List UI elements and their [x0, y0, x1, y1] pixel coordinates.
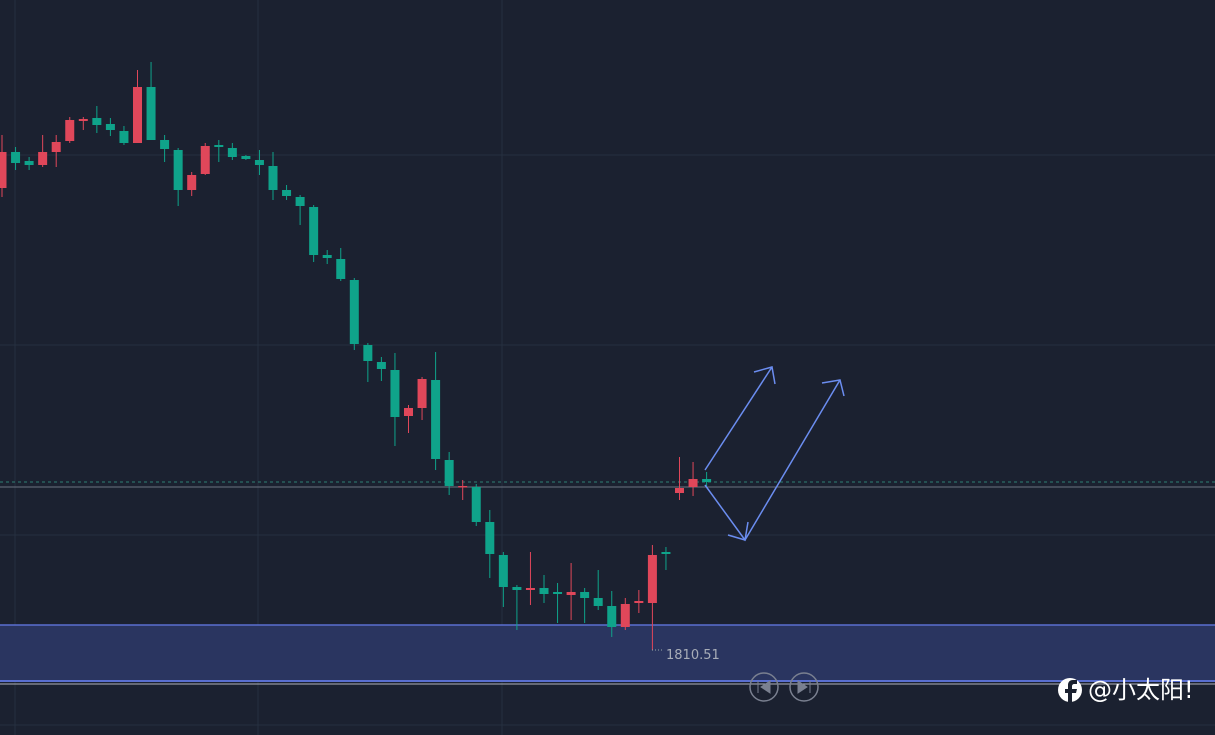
candle-body — [38, 152, 48, 165]
candle-body — [254, 160, 264, 165]
candle-body — [661, 552, 671, 554]
candle-body — [282, 190, 292, 196]
candle-body — [11, 152, 21, 163]
candle-body — [553, 592, 563, 594]
candle-body — [647, 555, 657, 603]
candle-body — [485, 522, 495, 554]
candle-body — [431, 380, 441, 459]
candle-body — [498, 555, 508, 587]
candle-body — [634, 601, 644, 603]
candle-body — [227, 148, 237, 157]
low-label: 1810.51 — [666, 648, 720, 663]
candle-body — [295, 197, 305, 206]
candle-body — [105, 124, 115, 130]
candle-body — [404, 408, 413, 416]
candle-body — [51, 142, 61, 152]
watermark-icon — [1058, 678, 1082, 703]
candle-body — [525, 588, 535, 590]
candle-body — [268, 166, 278, 190]
candle-body — [620, 604, 630, 627]
candle-body — [336, 259, 346, 279]
candle-body — [65, 120, 75, 141]
candle-body — [92, 118, 102, 125]
candle-body — [24, 161, 34, 165]
candle-body — [173, 150, 183, 190]
candle-body — [133, 87, 142, 143]
candle-body — [160, 140, 170, 149]
candle-body — [471, 487, 481, 522]
candle-body — [607, 606, 617, 627]
candle-body — [458, 486, 468, 488]
candle-body — [349, 280, 359, 344]
candle-body — [566, 592, 576, 595]
nav-next[interactable] — [789, 672, 819, 702]
candle-body — [539, 588, 549, 594]
candle-body — [78, 119, 88, 121]
candle-body — [241, 156, 251, 159]
candle-body — [417, 379, 427, 408]
arrows — [704, 366, 845, 542]
candle-body — [444, 460, 454, 486]
watermark: @小太阳! — [1088, 676, 1194, 704]
candle-body — [200, 146, 210, 174]
candle-body — [702, 479, 712, 482]
candle-body — [512, 587, 522, 590]
candle-body — [0, 152, 7, 188]
support-zone — [0, 625, 1215, 682]
candle-body — [363, 345, 373, 361]
candle-body — [214, 145, 224, 147]
candle-body — [390, 370, 400, 417]
candle-body — [146, 87, 156, 140]
candle-body — [119, 131, 129, 143]
candle-body — [187, 175, 197, 190]
candles — [0, 62, 712, 650]
candle-body — [675, 488, 684, 493]
candle-body — [376, 362, 386, 369]
candle-body — [688, 479, 698, 487]
candle-body — [593, 598, 603, 606]
nav-prev[interactable] — [749, 672, 779, 702]
candle-body — [580, 592, 590, 598]
candle-body — [309, 207, 319, 255]
candle-body — [322, 255, 332, 258]
